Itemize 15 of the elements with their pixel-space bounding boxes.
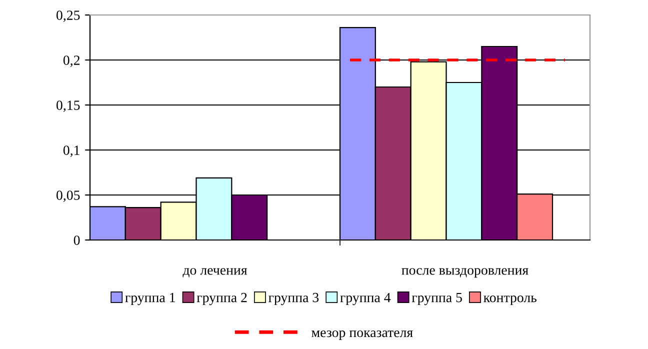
y-tick-label: 0,2 xyxy=(63,56,80,67)
legend-label: мезор показателя xyxy=(312,330,413,340)
legend-label: группа 4 xyxy=(340,292,391,306)
y-tick-label: 0,25 xyxy=(56,10,80,22)
y-tick-label: 0,1 xyxy=(63,146,80,157)
x-tick-label: после выздоровления xyxy=(402,268,528,278)
legend-label: группа 2 xyxy=(196,292,247,306)
y-tick-label: 0 xyxy=(74,236,80,245)
legend-label: группа 1 xyxy=(125,292,175,306)
legend-label: группа 5 xyxy=(412,293,462,306)
legend-label: контроль xyxy=(484,296,537,306)
x-tick-label: до лечения xyxy=(182,268,248,278)
legend-label: группа 3 xyxy=(268,292,319,306)
y-tick-label: 0,15 xyxy=(56,100,80,112)
y-tick-label: 0,05 xyxy=(56,190,80,202)
